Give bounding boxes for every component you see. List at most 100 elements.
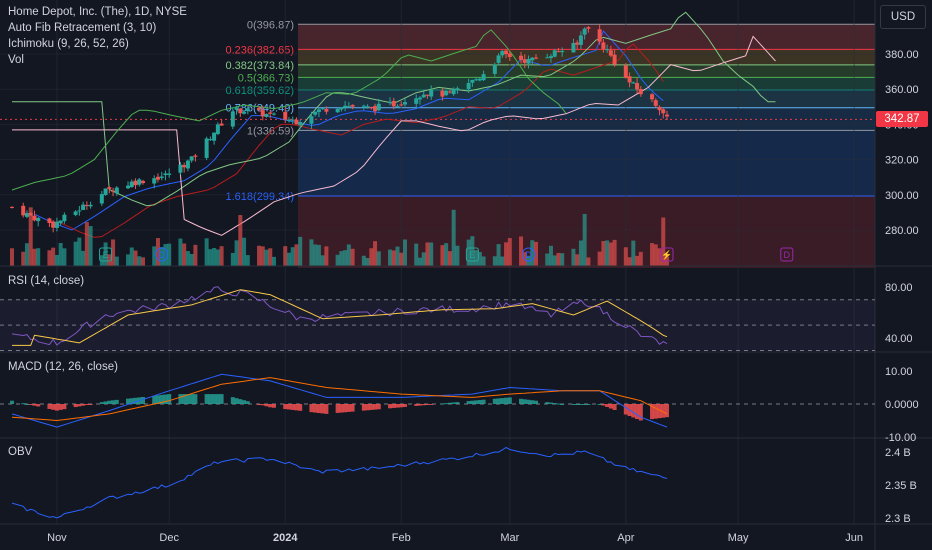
macd-histogram-bar <box>388 404 393 409</box>
macd-histogram-bar <box>324 404 329 414</box>
volume-bar <box>141 257 145 266</box>
candle <box>361 105 366 107</box>
candle <box>477 78 482 81</box>
event-marker-label: E <box>103 250 109 260</box>
candle <box>470 79 475 83</box>
macd-histogram-bar <box>133 397 138 404</box>
price-axis-tick: 360.00 <box>885 84 919 96</box>
obv-axis-tick: 2.4 B <box>885 447 911 459</box>
volume-bar <box>661 217 666 266</box>
macd-histogram-bar <box>204 394 209 404</box>
volume-bar <box>324 246 329 266</box>
volume-bar <box>204 238 209 266</box>
macd-histogram-bar <box>141 396 145 404</box>
candle <box>234 107 239 110</box>
macd-histogram-bar <box>260 404 265 406</box>
candle <box>58 220 63 224</box>
candle <box>388 101 393 104</box>
volume-bar <box>552 255 557 266</box>
macd-histogram-bar <box>335 404 340 413</box>
candle <box>575 42 580 45</box>
volume-bar <box>474 250 479 266</box>
symbol-title[interactable]: Home Depot, Inc. (The), 1D, NYSE <box>8 6 187 18</box>
volume-bar <box>84 222 89 266</box>
candle <box>155 176 160 180</box>
macd-histogram-bar <box>316 404 321 414</box>
candle <box>268 112 273 114</box>
volume-bar <box>189 253 194 266</box>
macd-histogram-bar <box>526 399 531 404</box>
volume-bar <box>129 247 134 266</box>
volume-bar <box>635 255 640 266</box>
volume-bar <box>582 213 587 266</box>
event-marker <box>465 247 479 262</box>
candle <box>399 104 404 106</box>
macd-histogram-bar <box>522 399 527 404</box>
volume-bar <box>530 240 535 266</box>
volume-bar <box>58 243 63 266</box>
candle <box>167 173 172 175</box>
event-marker <box>99 247 113 262</box>
fib-zone <box>298 130 875 196</box>
volume-indicator-label[interactable]: Vol <box>8 54 24 66</box>
volume-bar <box>447 251 452 266</box>
volume-bar <box>481 256 486 266</box>
macd-histogram-bar <box>373 404 378 410</box>
macd-pane-label[interactable]: MACD (12, 26, close) <box>8 361 118 373</box>
macd-histogram-bar <box>212 394 217 404</box>
candle <box>159 176 164 179</box>
macd-histogram-bar <box>272 404 276 408</box>
volume-bar <box>560 253 565 266</box>
macd-histogram-bar <box>545 402 550 404</box>
ichimoku-indicator-label[interactable]: Ichimoku (9, 26, 52, 26) <box>8 38 129 50</box>
macd-histogram-bar <box>623 404 628 415</box>
candle <box>32 215 37 221</box>
macd-histogram-bar <box>447 402 452 404</box>
volume-bar <box>653 244 658 266</box>
candle <box>597 29 602 42</box>
macd-histogram-bar <box>114 399 119 404</box>
event-marker-label: D <box>525 250 532 260</box>
volume-bar <box>62 248 67 266</box>
volume-bar <box>500 256 505 266</box>
candle <box>320 108 325 110</box>
candle <box>560 50 565 53</box>
macd-histogram-bar <box>185 394 190 404</box>
candle <box>103 188 108 195</box>
macd-histogram-bar <box>81 404 86 406</box>
volume-bar <box>578 240 583 266</box>
candle <box>24 213 29 217</box>
candle <box>665 114 669 117</box>
obv-pane-label[interactable]: OBV <box>8 446 33 458</box>
candle <box>245 108 250 112</box>
price-axis-tick: 280.00 <box>885 225 919 237</box>
rsi-ma-line <box>12 289 668 346</box>
macd-histogram-bar <box>155 395 160 404</box>
volume-bar <box>51 247 56 266</box>
rsi-pane-label[interactable]: RSI (14, close) <box>8 275 85 287</box>
candle <box>313 111 318 115</box>
macd-histogram-bar <box>369 404 374 410</box>
volume-bar <box>391 250 396 266</box>
macd-histogram-bar <box>534 400 538 404</box>
price-axis-tick: 380.00 <box>885 49 919 61</box>
candle <box>635 83 640 90</box>
macd-histogram-bar <box>313 404 318 413</box>
candle <box>417 97 422 100</box>
time-axis-label: 2024 <box>273 532 298 544</box>
macd-histogram-bar <box>548 402 553 404</box>
candle <box>429 90 434 97</box>
candle <box>283 111 288 120</box>
currency-button[interactable]: USD <box>880 5 926 29</box>
event-marker-label: D <box>158 250 165 260</box>
volume-bar <box>215 249 220 266</box>
candle <box>507 53 512 58</box>
volume-bar <box>193 244 198 266</box>
volume-bar <box>54 255 59 266</box>
fib-indicator-label[interactable]: Auto Fib Retracement (3, 10) <box>8 22 157 34</box>
event-marker <box>155 247 169 262</box>
candle <box>623 65 628 78</box>
volume-bar <box>451 209 456 266</box>
volume-bar <box>36 248 41 266</box>
candle <box>230 111 235 127</box>
